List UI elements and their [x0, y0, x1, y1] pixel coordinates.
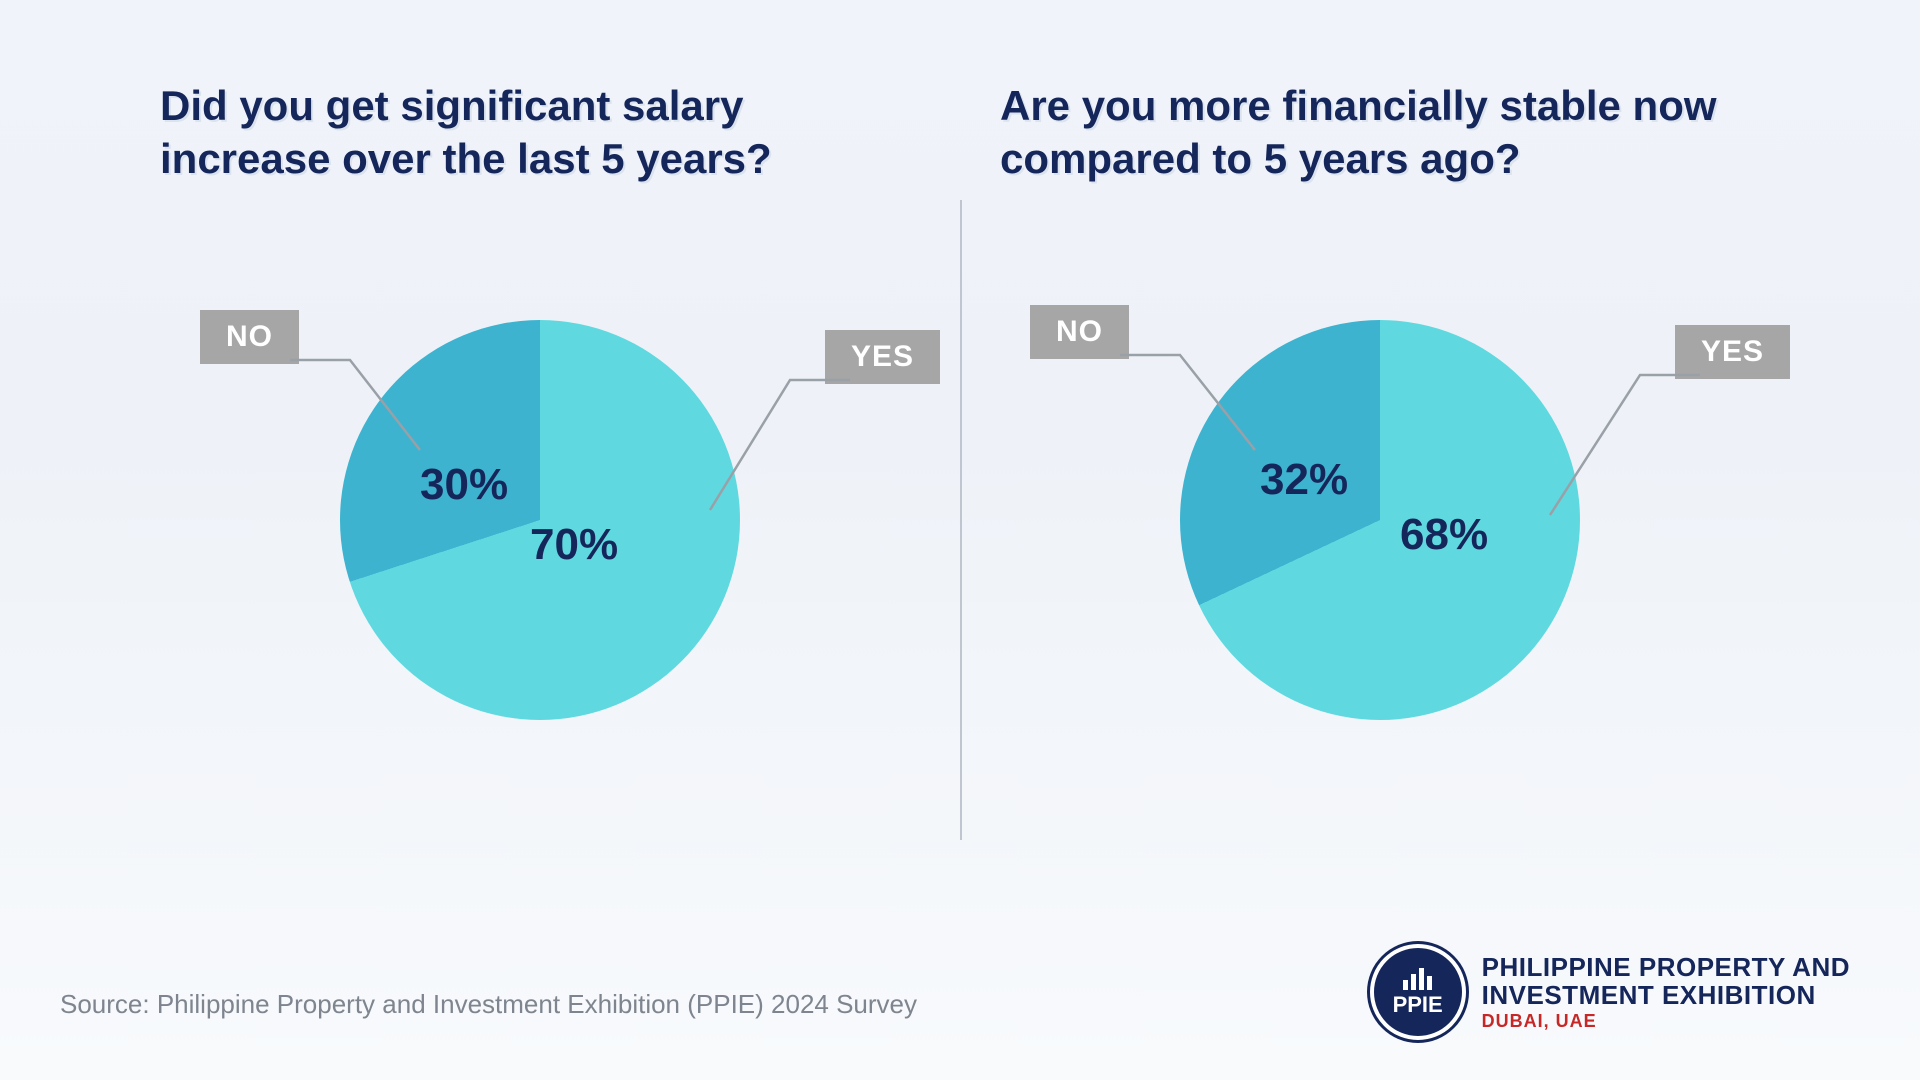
right-pct-yes: 68%	[1400, 510, 1488, 560]
leader-line-icon	[1530, 355, 1700, 525]
leader-line-icon	[1120, 335, 1280, 455]
source-text: Source: Philippine Property and Investme…	[60, 989, 917, 1020]
logo-line1b: INVESTMENT EXHIBITION	[1482, 981, 1850, 1010]
right-chart-title: Are you more financially stable now comp…	[1000, 80, 1760, 200]
leader-line-icon	[690, 360, 850, 520]
left-callout-no-label: NO	[200, 310, 299, 364]
left-callout-yes: YES	[825, 330, 940, 384]
left-chart: 30% 70% NO YES	[160, 260, 920, 780]
right-callout-no: NO	[1030, 305, 1129, 359]
left-pct-no: 30%	[420, 460, 508, 510]
right-callout-no-label: NO	[1030, 305, 1129, 359]
left-panel: Did you get significant salary increase …	[120, 80, 960, 1020]
logo-text: PHILIPPINE PROPERTY AND INVESTMENT EXHIB…	[1482, 953, 1850, 1032]
left-pct-yes: 70%	[530, 520, 618, 570]
ppie-logo-badge: PPIE	[1370, 944, 1466, 1040]
right-chart: 32% 68% NO YES	[1000, 260, 1760, 780]
left-chart-title: Did you get significant salary increase …	[160, 80, 920, 200]
charts-row: Did you get significant salary increase …	[120, 80, 1800, 1020]
bar-chart-icon	[1403, 968, 1432, 990]
logo-line1: PHILIPPINE PROPERTY AND	[1482, 953, 1850, 982]
logo-line2: DUBAI, UAE	[1482, 1012, 1850, 1032]
right-pct-no: 32%	[1260, 455, 1348, 505]
right-panel: Are you more financially stable now comp…	[960, 80, 1800, 1020]
logo-badge-text: PPIE	[1393, 994, 1443, 1016]
leader-line-icon	[290, 340, 450, 460]
logo-block: PPIE PHILIPPINE PROPERTY AND INVESTMENT …	[1370, 944, 1850, 1040]
slide: Did you get significant salary increase …	[0, 0, 1920, 1080]
left-callout-no: NO	[200, 310, 299, 364]
right-callout-yes: YES	[1675, 325, 1790, 379]
